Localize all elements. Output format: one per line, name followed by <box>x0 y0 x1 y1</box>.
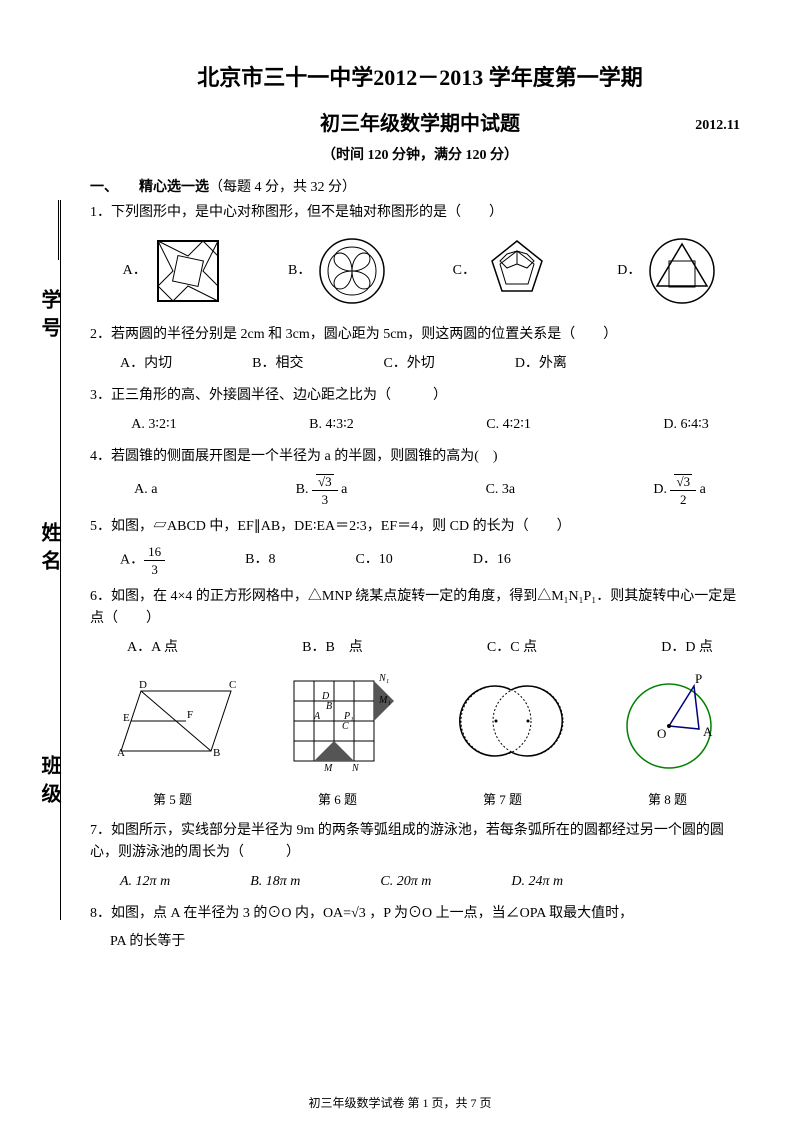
q1-opt-c: C． <box>453 236 552 306</box>
svg-text:D: D <box>321 691 330 702</box>
fig-8: P O A <box>619 671 729 771</box>
section-note: （每题 4 分，共 32 分） <box>209 180 356 195</box>
q2-c: C．外切 <box>383 353 434 375</box>
exam-date: 2012.11 <box>695 118 740 134</box>
svg-text:E: E <box>123 712 130 724</box>
q1-img-b <box>317 236 387 306</box>
q6-c: C．C 点 <box>487 637 537 659</box>
svg-text:A: A <box>703 724 713 739</box>
question-4: 4．若圆锥的侧面展开图是一个半径为 a 的半圆，则圆锥的高为( ) A. a B… <box>90 446 750 506</box>
q5-a: A．163 <box>120 545 165 576</box>
q7-c: C. 20π m <box>380 871 431 893</box>
q2-opts: A．内切 B．相交 C．外切 D．外离 <box>120 353 750 375</box>
svg-text:D: D <box>139 679 147 691</box>
q2-d: D．外离 <box>515 353 567 375</box>
q6-opts: A．A 点 B．B 点 C．C 点 D．D 点 <box>90 637 750 659</box>
svg-text:M₁: M₁ <box>378 695 391 706</box>
q4-b: B. √33 a <box>296 474 348 506</box>
svg-text:A: A <box>313 711 321 722</box>
q6-a: A．A 点 <box>127 637 178 659</box>
fig-7 <box>446 676 576 766</box>
q6-b: B．B 点 <box>302 637 363 659</box>
q1-opt-d: D． <box>617 236 717 306</box>
q8-text-2: PA 的长等于 <box>110 931 750 953</box>
page-title: 北京市三十一中学2012－2013 学年度第一学期 <box>90 60 750 92</box>
q7-d: D. 24π m <box>511 871 563 893</box>
q3-c: C. 4∶2∶1 <box>486 414 531 436</box>
q1-img-a <box>153 236 223 306</box>
q6-d: D．D 点 <box>661 637 713 659</box>
svg-text:O: O <box>657 726 666 741</box>
q4-d: D. √32 a <box>653 474 705 506</box>
question-3: 3．正三角形的高、外接圆半径、边心距之比为（ ） A. 3∶2∶1 B. 4∶3… <box>90 385 750 436</box>
svg-text:F: F <box>187 709 193 721</box>
q5-c: C．10 <box>355 549 392 571</box>
section-header: 一、 精心选一选（每题 4 分，共 32 分） <box>90 176 750 196</box>
cap-6: 第 6 题 <box>318 789 357 808</box>
q7-opts: A. 12π m B. 18π m C. 20π m D. 24π m <box>120 871 750 893</box>
svg-text:N: N <box>351 763 360 771</box>
q2-text: 2．若两圆的半径分别是 2cm 和 3cm，圆心距为 5cm，则这两圆的位置关系… <box>90 324 750 346</box>
cap-5: 第 5 题 <box>153 789 192 808</box>
cap-8: 第 8 题 <box>648 789 687 808</box>
q6-text: 6．如图，在 4×4 的正方形网格中，△MNP 绕某点旋转一定的角度，得到△M₁… <box>90 586 750 631</box>
q3-a: A. 3∶2∶1 <box>131 414 176 436</box>
question-6: 6．如图，在 4×4 的正方形网格中，△MNP 绕某点旋转一定的角度，得到△M₁… <box>90 586 750 659</box>
q3-b: B. 4∶3∶2 <box>309 414 354 436</box>
q1-img-d <box>647 236 717 306</box>
section-title: 一、 精心选一选 <box>90 180 209 195</box>
q8-text-1: 8．如图，点 A 在半径为 3 的⊙O 内，OA=√3 ，P 为⊙O 上一点，当… <box>90 903 750 925</box>
q5-b: B．8 <box>245 549 275 571</box>
cap-7: 第 7 题 <box>483 789 522 808</box>
q1-a-label: A． <box>123 260 147 282</box>
q5-text: 5．如图，▱ABCD 中，EF∥AB，DE∶EA＝2∶3，EF＝4，则 CD 的… <box>90 516 750 538</box>
question-7: 7．如图所示，实线部分是半径为 9m 的两条等弧组成的游泳池，若每条弧所在的圆都… <box>90 820 750 893</box>
figures-row: DCABEF ABCDP₁MNN₁M₁ POA <box>90 671 750 771</box>
side-line <box>60 200 61 920</box>
q1-opt-a: A． <box>123 236 223 306</box>
q3-opts: A. 3∶2∶1 B. 4∶3∶2 C. 4∶2∶1 D. 6∶4∶3 <box>90 414 750 436</box>
q1-b-label: B． <box>288 260 311 282</box>
page-footer: 初三年级数学试卷 第 1 页，共 7 页 <box>0 1094 800 1111</box>
q4-c: C. 3a <box>486 479 516 501</box>
q3-text: 3．正三角形的高、外接圆半径、边心距之比为（ ） <box>90 385 750 407</box>
svg-text:P: P <box>695 671 702 686</box>
page-subtitle: 初三年级数学期中试题 2012.11 <box>90 107 750 136</box>
svg-text:C: C <box>342 721 349 732</box>
q3-d: D. 6∶4∶3 <box>663 414 708 436</box>
q4-a: A. a <box>134 479 157 501</box>
question-8: 8．如图，点 A 在半径为 3 的⊙O 内，OA=√3 ，P 为⊙O 上一点，当… <box>90 903 750 954</box>
q2-b: B．相交 <box>252 353 303 375</box>
q1-img-c <box>482 236 552 306</box>
svg-text:N₁: N₁ <box>378 673 389 684</box>
svg-text:A: A <box>117 747 125 759</box>
q2-a: A．内切 <box>120 353 172 375</box>
q7-text: 7．如图所示，实线部分是半径为 9m 的两条等弧组成的游泳池，若每条弧所在的圆都… <box>90 820 750 865</box>
question-5: 5．如图，▱ABCD 中，EF∥AB，DE∶EA＝2∶3，EF＝4，则 CD 的… <box>90 516 750 575</box>
fig-6: ABC D P₁ M N N₁ M₁ <box>284 671 404 771</box>
q1-d-label: D． <box>617 260 641 282</box>
fig-5: D C A B E F <box>111 676 241 766</box>
subtitle-text: 初三年级数学期中试题 <box>320 113 520 135</box>
q1-text: 1．下列图形中，是中心对称图形，但不是轴对称图形的是（ ） <box>90 202 750 224</box>
q7-a: A. 12π m <box>120 871 170 893</box>
question-1: 1．下列图形中，是中心对称图形，但不是轴对称图形的是（ ） A． B． C． D… <box>90 202 750 306</box>
svg-text:B: B <box>326 701 332 712</box>
q4-text: 4．若圆锥的侧面展开图是一个半径为 a 的半圆，则圆锥的高为( ) <box>90 446 750 468</box>
q1-c-label: C． <box>453 260 476 282</box>
figure-captions: 第 5 题 第 6 题 第 7 题 第 8 题 <box>90 789 750 808</box>
q1-opt-b: B． <box>288 236 387 306</box>
exam-info: （时间 120 分钟，满分 120 分） <box>90 144 750 164</box>
q1-images: A． B． C． D． <box>90 236 750 306</box>
q5-opts: A．163 B．8 C．10 D．16 <box>120 545 750 576</box>
svg-text:M: M <box>323 763 333 771</box>
svg-text:B: B <box>213 747 220 759</box>
q4-opts: A. a B. √33 a C. 3a D. √32 a <box>90 474 750 506</box>
q7-b: B. 18π m <box>250 871 300 893</box>
q5-d: D．16 <box>473 549 511 571</box>
svg-text:C: C <box>229 679 236 691</box>
question-2: 2．若两圆的半径分别是 2cm 和 3cm，圆心距为 5cm，则这两圆的位置关系… <box>90 324 750 375</box>
svg-text:P₁: P₁ <box>343 711 354 722</box>
